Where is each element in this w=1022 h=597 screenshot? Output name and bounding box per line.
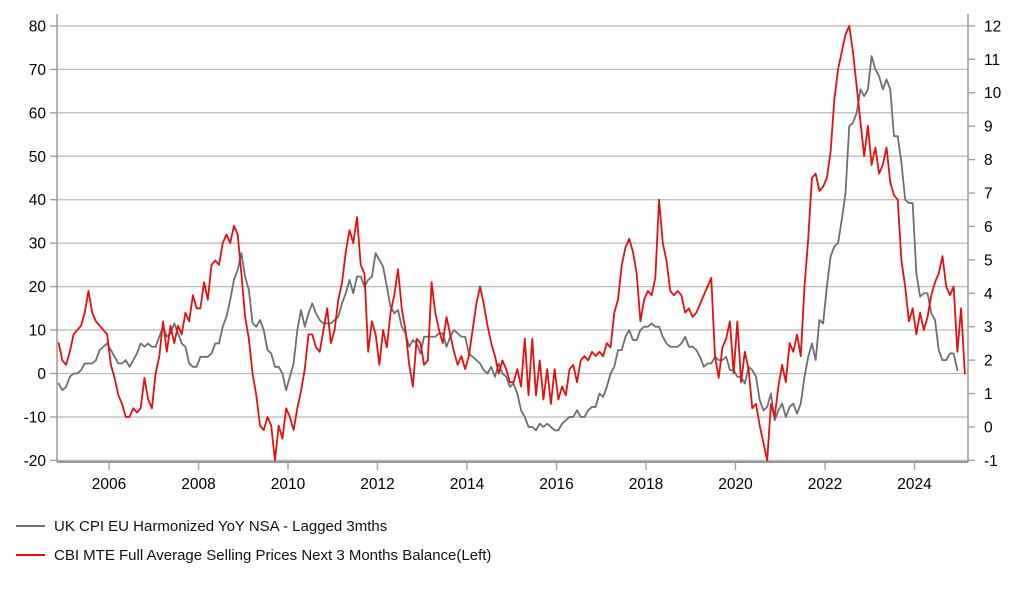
left-axis: 80 70 60 50 40 30 20 10 0 -10 -20 — [24, 18, 57, 470]
svg-text:40: 40 — [29, 192, 47, 209]
gridlines — [57, 25, 968, 462]
svg-text:12: 12 — [984, 18, 1001, 35]
svg-text:0: 0 — [37, 366, 46, 383]
cbi-series-line — [57, 24, 966, 462]
svg-text:8: 8 — [984, 152, 993, 169]
cpi-line-swatch-icon — [16, 525, 45, 527]
svg-text:2006: 2006 — [92, 476, 126, 493]
svg-text:11: 11 — [984, 52, 1000, 69]
svg-text:2014: 2014 — [450, 476, 485, 493]
svg-text:2: 2 — [984, 353, 993, 370]
svg-text:4: 4 — [984, 286, 993, 303]
svg-text:2016: 2016 — [539, 476, 573, 493]
svg-text:30: 30 — [29, 236, 47, 253]
svg-text:10: 10 — [29, 323, 47, 340]
svg-text:50: 50 — [29, 149, 47, 166]
svg-text:2010: 2010 — [271, 476, 306, 493]
svg-text:2024: 2024 — [897, 476, 932, 493]
svg-text:-1: -1 — [984, 453, 998, 470]
legend-item-cbi: CBI MTE Full Average Selling Prices Next… — [16, 544, 491, 566]
svg-text:0: 0 — [984, 419, 993, 436]
svg-text:-10: -10 — [24, 409, 47, 426]
axes — [56, 14, 969, 463]
svg-text:2018: 2018 — [629, 476, 663, 493]
svg-text:1: 1 — [984, 386, 993, 403]
legend-label-cbi: CBI MTE Full Average Selling Prices Next… — [54, 546, 492, 564]
svg-text:5: 5 — [984, 252, 993, 269]
svg-text:20: 20 — [29, 279, 47, 296]
svg-text:2020: 2020 — [718, 476, 753, 493]
svg-text:60: 60 — [29, 105, 47, 122]
svg-text:70: 70 — [29, 62, 47, 79]
svg-text:3: 3 — [984, 319, 993, 336]
svg-text:7: 7 — [984, 186, 993, 203]
legend-label-cpi: UK CPI EU Harmonized YoY NSA - Lagged 3m… — [54, 517, 388, 535]
legend-item-cpi: UK CPI EU Harmonized YoY NSA - Lagged 3m… — [16, 515, 491, 537]
cpi-series-line — [57, 55, 959, 432]
svg-text:-20: -20 — [24, 453, 47, 470]
svg-text:2022: 2022 — [808, 476, 842, 493]
legend: UK CPI EU Harmonized YoY NSA - Lagged 3m… — [16, 515, 491, 566]
svg-text:10: 10 — [984, 85, 1002, 102]
svg-text:2008: 2008 — [181, 476, 215, 493]
svg-text:80: 80 — [29, 18, 47, 35]
svg-text:2012: 2012 — [360, 476, 394, 493]
cbi-line-swatch-icon — [16, 554, 45, 556]
svg-text:6: 6 — [984, 219, 993, 236]
svg-text:9: 9 — [984, 119, 993, 136]
x-axis: 2006 2008 2010 2012 2014 2016 2018 2020 2022 2024 — [92, 462, 932, 493]
